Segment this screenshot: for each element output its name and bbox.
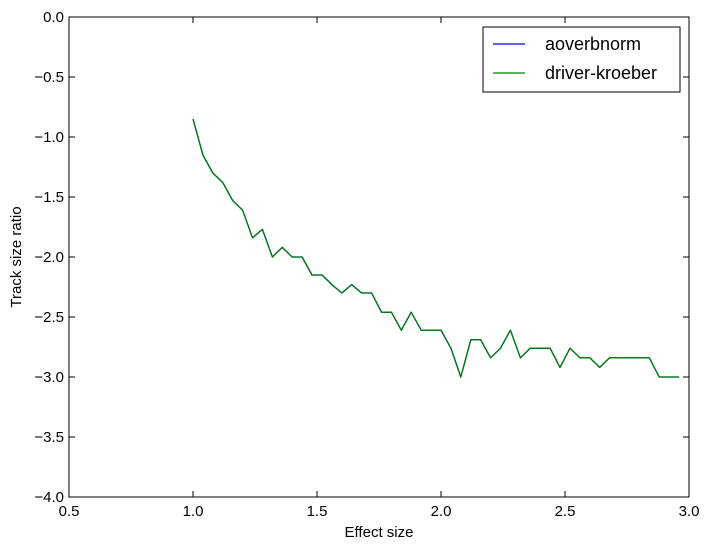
y-axis: 0.0 −0.5 −1.0 −1.5 −2.0 −2.5 −3.0 −3.5 −4.0 — [34, 9, 689, 506]
y-tick-label: −2.0 — [34, 249, 64, 266]
y-tick-label: −0.5 — [34, 69, 64, 86]
y-axis-label: Track size ratio — [8, 206, 25, 307]
x-axis-label: Effect size — [345, 524, 414, 541]
legend-label-aoverbnorm: aoverbnorm — [545, 34, 641, 54]
legend-box — [482, 26, 681, 93]
series-line-driver-kroeber — [192, 118, 680, 378]
legend-label-driver-kroeber: driver-kroeber — [545, 63, 657, 83]
y-tick-label: −1.5 — [34, 189, 64, 206]
x-tick-label: 3.0 — [679, 503, 700, 520]
x-tick-label: 1.5 — [307, 503, 328, 520]
x-tick-label: 2.5 — [555, 503, 576, 520]
series-layer — [192, 118, 680, 378]
y-tick-label: −3.0 — [34, 369, 64, 386]
x-tick-label: 2.0 — [431, 503, 452, 520]
y-tick-label: −3.5 — [34, 429, 64, 446]
legend: aoverbnorm driver-kroeber — [482, 26, 681, 93]
y-tick-label: −2.5 — [34, 309, 64, 326]
x-axis: 0.5 1.0 1.5 2.0 2.5 3.0 — [59, 17, 700, 520]
plot-background — [69, 17, 689, 497]
x-tick-label: 0.5 — [59, 503, 80, 520]
x-tick-label: 1.0 — [183, 503, 204, 520]
y-tick-label: −4.0 — [34, 489, 64, 506]
y-tick-label: −1.0 — [34, 129, 64, 146]
y-tick-label: 0.0 — [43, 9, 64, 26]
